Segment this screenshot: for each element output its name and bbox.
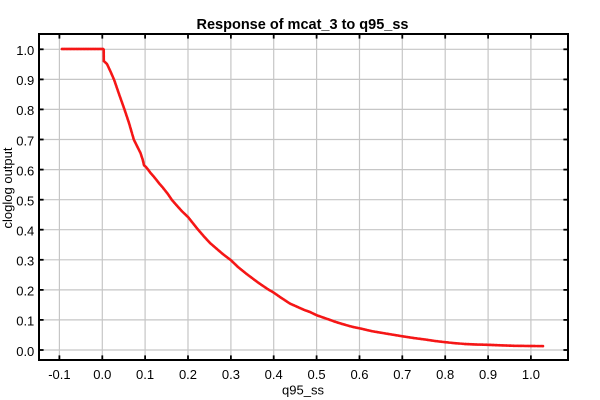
svg-text:0.4: 0.4: [265, 367, 283, 382]
svg-text:0.4: 0.4: [16, 224, 34, 239]
svg-text:Response of mcat_3 to q95_ss: Response of mcat_3 to q95_ss: [197, 17, 409, 33]
svg-text:0.7: 0.7: [393, 367, 411, 382]
svg-text:0.6: 0.6: [16, 163, 34, 178]
svg-text:0.3: 0.3: [222, 367, 240, 382]
svg-text:0.9: 0.9: [479, 367, 497, 382]
svg-text:1.0: 1.0: [16, 43, 34, 58]
svg-text:0.3: 0.3: [16, 254, 34, 269]
svg-text:0.8: 0.8: [16, 103, 34, 118]
svg-text:0.1: 0.1: [136, 367, 154, 382]
svg-text:cloglog output: cloglog output: [0, 147, 15, 228]
svg-text:0.0: 0.0: [16, 344, 34, 359]
svg-text:0.5: 0.5: [16, 194, 34, 209]
svg-text:0.2: 0.2: [179, 367, 197, 382]
svg-text:q95_ss: q95_ss: [282, 383, 324, 398]
svg-text:0.0: 0.0: [93, 367, 111, 382]
svg-text:0.2: 0.2: [16, 284, 34, 299]
svg-text:0.1: 0.1: [16, 314, 34, 329]
svg-text:0.8: 0.8: [436, 367, 454, 382]
svg-text:0.7: 0.7: [16, 133, 34, 148]
svg-text:-0.1: -0.1: [48, 367, 70, 382]
svg-text:1.0: 1.0: [522, 367, 540, 382]
svg-text:0.6: 0.6: [350, 367, 368, 382]
svg-text:0.9: 0.9: [16, 73, 34, 88]
svg-text:0.5: 0.5: [308, 367, 326, 382]
